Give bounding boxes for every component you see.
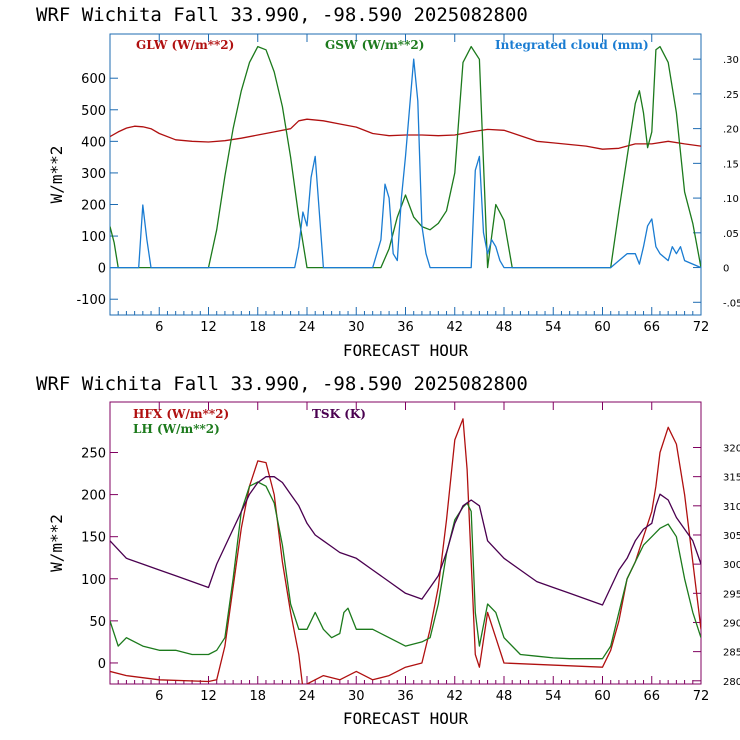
plot-frame — [109, 33, 702, 316]
x-axis-label: FORECAST HOUR — [343, 709, 469, 728]
chart-title: WRF Wichita Fall 33.990, -98.590 2025082… — [36, 373, 528, 395]
x-tick-label: 12 — [200, 320, 217, 335]
y2-tick-label: .20 — [723, 125, 739, 136]
x-tick-label: 54 — [545, 320, 562, 335]
x-tick-label: 42 — [446, 320, 463, 335]
legend-entry: GSW (W/m**2) — [325, 38, 424, 52]
y-axis-label: W/m**2 — [47, 514, 66, 572]
y2-tick-label: 295 — [723, 589, 740, 600]
y2-tick-label: .10 — [723, 194, 739, 205]
series-line-gsw — [110, 45, 701, 269]
y2-tick-label: 315 — [723, 473, 740, 484]
y2-tick-label: .05 — [723, 229, 739, 240]
y-tick-label: 500 — [81, 104, 106, 119]
legend-entry: GLW (W/m**2) — [136, 38, 234, 52]
x-tick-label: 12 — [200, 689, 217, 704]
y2-tick-label: 0 — [723, 264, 729, 275]
x-tick-label: 66 — [643, 320, 660, 335]
y-tick-label: 0 — [98, 262, 106, 277]
y-tick-label: 100 — [81, 573, 106, 588]
x-tick-label: 72 — [693, 689, 710, 704]
x-tick-label: 6 — [155, 689, 163, 704]
series-line-glw — [110, 118, 701, 150]
x-tick-label: 60 — [594, 689, 611, 704]
series-line-integrated — [110, 58, 701, 269]
x-tick-label: 36 — [397, 320, 414, 335]
y-tick-label: 600 — [81, 72, 106, 87]
x-tick-label: 36 — [397, 689, 414, 704]
y2-tick-label: 285 — [723, 648, 740, 659]
y-tick-label: 200 — [81, 489, 106, 504]
series-line-tsk — [110, 476, 701, 606]
y2-tick-label: 280 — [723, 677, 740, 688]
y-tick-label: 300 — [81, 167, 106, 182]
x-tick-label: 18 — [249, 689, 266, 704]
x-tick-label: 66 — [643, 689, 660, 704]
y2-tick-label: 290 — [723, 618, 740, 629]
top-chart-panel: WRF Wichita Fall 33.990, -98.590 2025082… — [36, 4, 740, 360]
x-tick-label: 42 — [446, 689, 463, 704]
y2-tick-label: 305 — [723, 531, 740, 542]
legend-entry: LH (W/m**2) — [133, 422, 220, 436]
x-tick-label: 48 — [496, 320, 513, 335]
y2-tick-label: 310 — [723, 502, 740, 513]
x-tick-label: 30 — [348, 689, 365, 704]
y2-tick-label: 300 — [723, 560, 740, 571]
legend-entry: HFX (W/m**2) — [133, 407, 229, 421]
x-tick-label: 60 — [594, 320, 611, 335]
x-tick-label: 18 — [249, 320, 266, 335]
y-tick-label: 150 — [81, 531, 106, 546]
y-axis-label: W/m**2 — [47, 146, 66, 204]
series-line-hfx — [110, 418, 701, 684]
x-axis-label: FORECAST HOUR — [343, 341, 469, 360]
series-line-lh — [110, 481, 701, 660]
y2-tick-label: .15 — [723, 159, 739, 170]
bottom-chart-panel: WRF Wichita Fall 33.990, -98.590 2025082… — [36, 373, 740, 728]
y2-tick-label: .25 — [723, 90, 739, 101]
y-tick-label: -100 — [76, 293, 106, 308]
y-tick-label: 0 — [98, 657, 106, 672]
y-tick-label: 100 — [81, 230, 106, 245]
y2-tick-label: 320 — [723, 443, 740, 454]
legend-entry: TSK (K) — [312, 407, 366, 421]
x-tick-label: 24 — [299, 320, 316, 335]
x-tick-label: 48 — [496, 689, 513, 704]
x-tick-label: 72 — [693, 320, 710, 335]
x-tick-label: 24 — [299, 689, 316, 704]
x-tick-label: 30 — [348, 320, 365, 335]
legend-entry: Integrated cloud (mm) — [495, 38, 649, 52]
y-tick-label: 250 — [81, 447, 106, 462]
y-tick-label: 200 — [81, 198, 106, 213]
y-tick-label: 400 — [81, 135, 106, 150]
y2-tick-label: -.05 — [723, 298, 740, 309]
chart-title: WRF Wichita Fall 33.990, -98.590 2025082… — [36, 4, 528, 26]
y2-tick-label: .30 — [723, 55, 739, 66]
x-tick-label: 54 — [545, 689, 562, 704]
y-tick-label: 50 — [89, 615, 106, 630]
x-tick-label: 6 — [155, 320, 163, 335]
